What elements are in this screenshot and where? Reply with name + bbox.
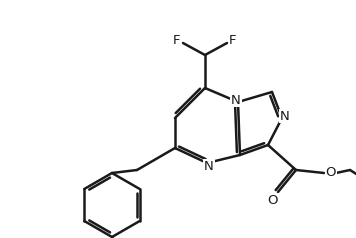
Text: O: O xyxy=(326,167,336,179)
Text: F: F xyxy=(173,34,181,46)
Text: F: F xyxy=(229,34,237,46)
Text: N: N xyxy=(204,159,214,173)
Text: O: O xyxy=(268,193,278,207)
Text: N: N xyxy=(280,109,290,123)
Text: N: N xyxy=(231,94,241,106)
